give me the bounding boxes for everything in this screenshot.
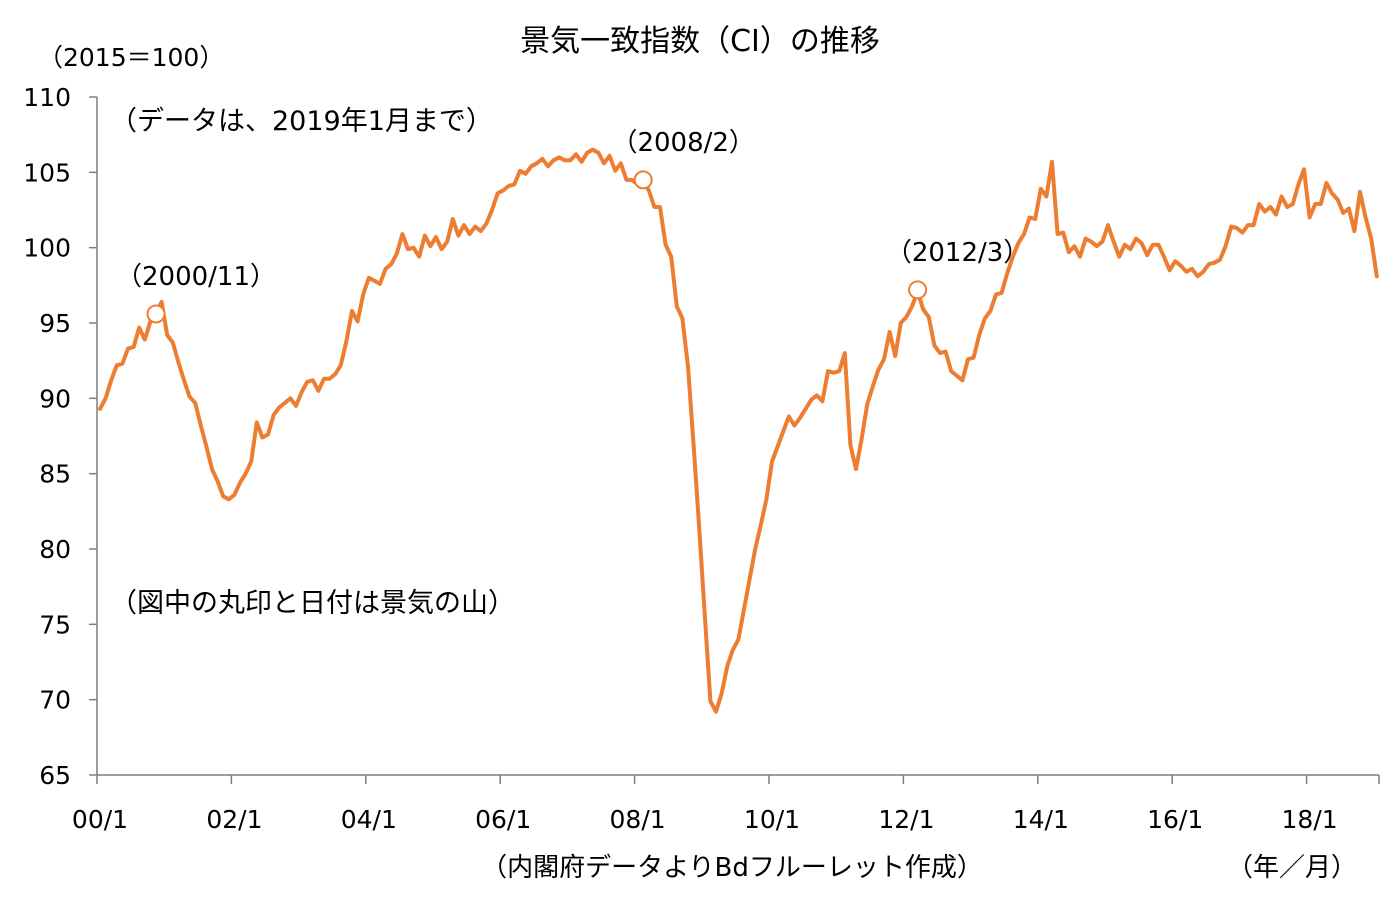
x-axis-unit-label: （年／月）: [1227, 853, 1357, 883]
y-tick-label: 90: [39, 384, 71, 413]
y-tick-label: 65: [39, 761, 71, 790]
x-tick-label: 08/1: [610, 805, 666, 834]
x-tick-label: 18/1: [1282, 805, 1338, 834]
peak-legend-note: （図中の丸印と日付は景気の山）: [110, 588, 515, 619]
y-tick-label: 80: [39, 535, 71, 564]
x-tick-label: 10/1: [744, 805, 800, 834]
y-tick-label: 70: [39, 686, 71, 715]
y-unit-label: （2015＝100）: [38, 43, 224, 72]
x-tick-label: 04/1: [341, 805, 397, 834]
y-tick-label: 95: [39, 309, 71, 338]
chart-title: 景気一致指数（CI）の推移: [520, 24, 880, 59]
peak-date-label: （2012/3）: [886, 238, 1029, 268]
y-tick-label: 85: [39, 460, 71, 489]
y-tick-label: 105: [23, 158, 71, 187]
source-note: （内閣府データよりBdフルーレット作成）: [481, 853, 983, 883]
x-tick-label: 00/1: [72, 805, 128, 834]
x-tick-label: 02/1: [206, 805, 262, 834]
data-range-note: （データは、2019年1月まで）: [110, 106, 493, 137]
x-tick-label: 16/1: [1147, 805, 1203, 834]
y-tick-label: 75: [39, 610, 71, 639]
x-tick-label: 12/1: [878, 805, 934, 834]
x-tick-label: 14/1: [1013, 805, 1069, 834]
y-tick-label: 100: [23, 234, 71, 263]
peaks-group: （2000/11） （2008/2） （2012/3）: [116, 128, 1029, 324]
ci-series-line: [98, 147, 1379, 714]
peak-marker: [146, 304, 166, 324]
peak-marker: [908, 280, 928, 300]
x-tick-label: 06/1: [475, 805, 531, 834]
y-tick-label: 110: [23, 83, 71, 112]
peak-marker: [633, 170, 653, 190]
peak-date-label: （2008/2）: [611, 128, 754, 158]
series-group: [98, 147, 1379, 714]
peak-date-label: （2000/11）: [116, 262, 276, 292]
